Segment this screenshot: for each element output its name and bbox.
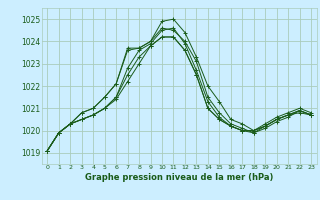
X-axis label: Graphe pression niveau de la mer (hPa): Graphe pression niveau de la mer (hPa) [85,173,273,182]
